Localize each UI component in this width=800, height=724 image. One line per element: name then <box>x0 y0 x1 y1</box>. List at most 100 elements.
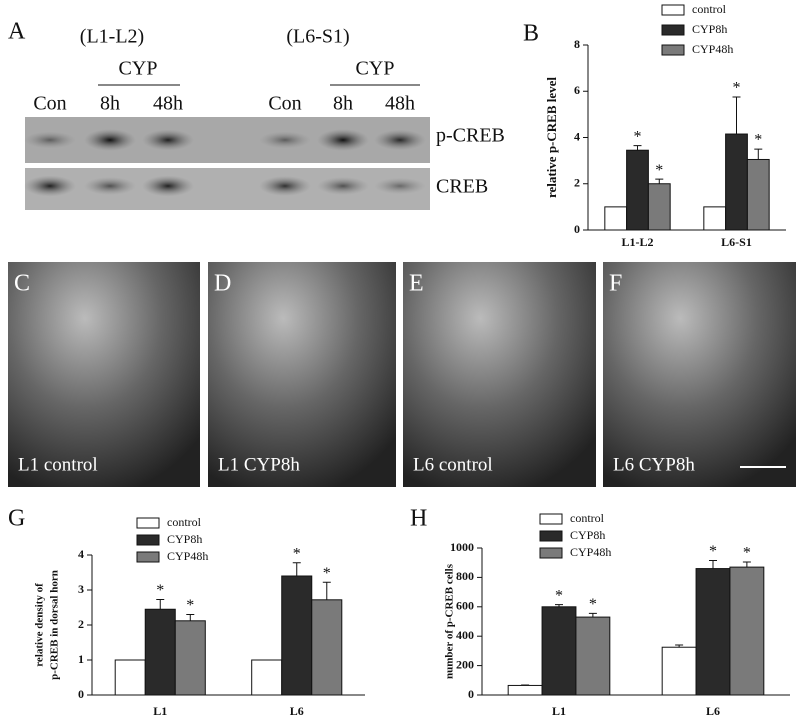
blot-label: p-CREB <box>436 125 505 147</box>
lane-label: 48h <box>385 93 415 115</box>
bar <box>746 158 770 231</box>
legend-swatch <box>661 24 685 36</box>
y-axis-label: relative p-CREB level <box>544 77 559 198</box>
band <box>142 175 194 197</box>
band <box>374 129 426 151</box>
error-bar <box>754 148 763 160</box>
y-tick-label: 1000 <box>450 540 474 554</box>
legend-label: control <box>167 515 202 529</box>
error-bar <box>156 598 165 610</box>
micrograph <box>403 262 596 487</box>
significance: * <box>743 545 751 562</box>
error-bar <box>292 562 301 576</box>
x-tick-label: L1 <box>552 704 566 718</box>
bar <box>251 659 283 696</box>
legend-swatch <box>661 4 685 16</box>
y-tick-label: 400 <box>456 628 474 642</box>
panel-label: D <box>214 271 231 297</box>
micrographs: C L1 control D L1 CYP8h E L6 control F L6 CYP8h <box>8 262 796 487</box>
significance: * <box>555 587 563 604</box>
significance: * <box>754 132 762 149</box>
legend-label: CYP48h <box>167 549 208 563</box>
band <box>24 175 76 197</box>
band <box>84 129 136 151</box>
y-tick-label: 600 <box>456 599 474 613</box>
error-bar <box>742 561 751 568</box>
bar <box>311 599 343 696</box>
significance: * <box>186 597 194 614</box>
legend-swatch <box>136 517 160 529</box>
legend-swatch <box>539 513 563 525</box>
y-tick-label: 0 <box>574 222 580 236</box>
band <box>24 131 76 149</box>
legend-label: CYP8h <box>570 528 605 542</box>
band <box>259 176 311 196</box>
error-bar <box>675 644 684 648</box>
lane-label: Con <box>33 93 66 115</box>
bar <box>114 659 146 696</box>
legend-swatch <box>661 44 685 56</box>
micrograph <box>603 262 796 487</box>
bar <box>281 575 313 696</box>
bar <box>144 608 176 696</box>
y-tick-label: 0 <box>78 687 84 701</box>
caption: L6 CYP8h <box>613 454 695 475</box>
significance: * <box>709 543 717 560</box>
bar <box>729 566 765 696</box>
legend-swatch <box>136 534 160 546</box>
panel-label: C <box>14 271 30 297</box>
y-tick-label: 800 <box>456 569 474 583</box>
bar <box>661 646 697 696</box>
x-tick-label: L1 <box>153 704 167 718</box>
treatment-label: CYP <box>119 58 158 80</box>
error-bar <box>732 96 741 135</box>
significance: * <box>156 582 164 599</box>
panel-label: H <box>410 506 427 532</box>
micrograph <box>8 262 200 487</box>
y-tick-label: 4 <box>78 547 84 561</box>
bar <box>647 183 671 231</box>
charts: B 0 2 4 6 8 relative p-CREB level L1-L2 * * L6-S1 *… <box>8 2 790 718</box>
y-tick-label: 2 <box>574 176 580 190</box>
caption: L6 control <box>413 454 493 475</box>
treatment-label: CYP <box>356 58 395 80</box>
band <box>259 131 311 149</box>
panel-label: F <box>609 271 622 297</box>
legend-swatch <box>539 530 563 542</box>
y-tick-label: 200 <box>456 657 474 671</box>
bar <box>541 606 577 696</box>
band <box>142 129 194 151</box>
panel-label: B <box>523 21 539 47</box>
y-tick-label: 8 <box>574 37 580 51</box>
error-bar <box>655 178 664 184</box>
legend-label: CYP48h <box>570 545 611 559</box>
band <box>317 129 369 151</box>
significance: * <box>323 565 331 582</box>
significance: * <box>733 80 741 97</box>
legend-label: CYP8h <box>692 22 727 36</box>
legend-swatch <box>539 547 563 559</box>
bar <box>174 620 206 696</box>
legend-label: CYP8h <box>167 532 202 546</box>
y-axis-label: p-CREB in dorsal horn <box>49 570 61 680</box>
error-bar <box>555 604 563 607</box>
y-tick-label: 6 <box>574 83 580 97</box>
bar <box>604 206 628 231</box>
bar <box>725 133 748 231</box>
band <box>84 177 136 195</box>
significance: * <box>293 545 301 562</box>
bar <box>507 684 543 696</box>
x-tick-label: L6-S1 <box>721 235 752 249</box>
micrograph <box>208 262 396 487</box>
blot-label: CREB <box>436 176 488 198</box>
lanes: Con 8h 48h Con 8h 48h <box>24 93 426 197</box>
group-label: (L1-L2) <box>80 26 144 48</box>
y-tick-label: 3 <box>78 582 84 596</box>
band <box>374 177 426 195</box>
lane-label: 8h <box>100 93 120 115</box>
legend-label: control <box>570 511 605 525</box>
y-tick-label: 4 <box>574 129 580 143</box>
x-tick-label: L6 <box>706 704 720 718</box>
